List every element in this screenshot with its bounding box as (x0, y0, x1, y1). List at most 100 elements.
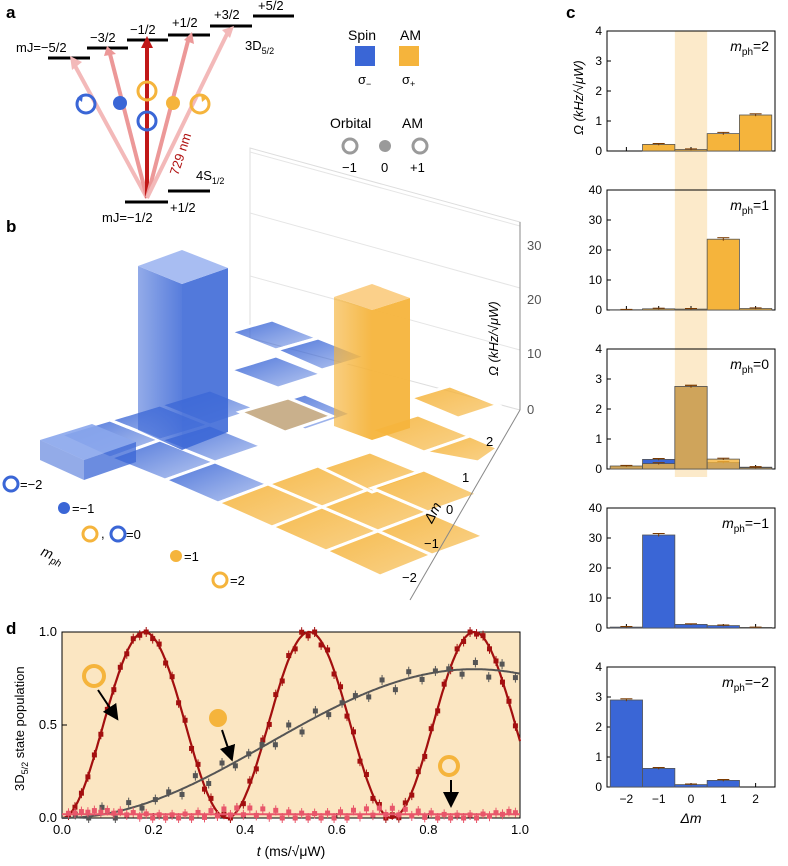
data-point (72, 804, 78, 810)
panel-label-a: a (6, 3, 16, 22)
data-point (312, 708, 318, 714)
data-point (292, 646, 298, 652)
mph-entry-zero: =0 (126, 527, 141, 542)
x-tick-label: 1.0 (511, 822, 529, 837)
data-point (402, 806, 408, 812)
data-point (454, 812, 460, 818)
title-value: =−2 (745, 674, 769, 690)
data-point (435, 708, 441, 714)
data-point (493, 658, 499, 664)
y-tick-label: 0 (595, 462, 602, 476)
transition-p3-2 (145, 31, 230, 199)
y-tick-label: 3 (595, 372, 602, 386)
data-point (441, 681, 447, 687)
data-point (325, 647, 331, 653)
back-grid-20 (249, 212, 521, 289)
data-point (227, 812, 233, 818)
mj-label-m3-2: −3/2 (90, 30, 116, 45)
y-tick-label: 20 (589, 561, 603, 575)
arrowhead-p3-2 (222, 26, 234, 38)
title-sub: ph (742, 47, 753, 58)
data-point (428, 726, 434, 732)
data-point (232, 763, 238, 769)
data-point (279, 815, 285, 821)
data-point (85, 774, 91, 780)
data-point (415, 808, 421, 814)
data-point (104, 807, 110, 813)
title-main: m (722, 674, 734, 690)
dm-tick-m1: −1 (424, 536, 439, 551)
bar (642, 143, 676, 152)
y-tick-label: 30 (589, 531, 603, 545)
mph-plus-one-icon (170, 550, 182, 562)
data-point (91, 808, 97, 814)
data-point (139, 805, 145, 811)
arrowhead-m3-2 (104, 46, 116, 56)
data-point (392, 687, 398, 693)
data-point (486, 674, 492, 680)
data-point (512, 810, 518, 816)
y-tick-label: 20 (589, 243, 603, 257)
data-point (467, 629, 473, 635)
data-point (299, 810, 305, 816)
data-point (299, 629, 305, 635)
bar-orange-tall-side (372, 298, 410, 440)
data-point (428, 810, 434, 816)
lower-mj-right: +1/2 (170, 200, 196, 215)
x-label-main: t (257, 843, 262, 859)
z-axis-label: Ω (kHz/√μW) (486, 301, 501, 376)
data-point (163, 815, 169, 821)
data-point (156, 812, 162, 818)
data-point (202, 814, 208, 820)
x-label-units: (ms/√μW) (261, 843, 326, 859)
y-tick-label: 2 (595, 84, 602, 98)
data-point (208, 808, 214, 814)
laser-wavelength: 729 nm (167, 131, 195, 177)
z-tick-0: 0 (527, 402, 534, 417)
data-point (318, 642, 324, 648)
data-point (143, 811, 149, 817)
data-point (339, 700, 345, 706)
data-point (219, 760, 225, 766)
y-tick-label: 1.0 (39, 624, 57, 639)
spin-plus-dot-icon (166, 96, 180, 110)
z-tick-10: 10 (527, 346, 541, 361)
bar (706, 458, 740, 470)
mph-minus-two-icon (2, 475, 20, 493)
data-point (130, 636, 136, 642)
series-line (62, 668, 521, 819)
bar (642, 534, 676, 629)
data-point (331, 815, 337, 821)
data-point (422, 814, 428, 820)
tile (235, 396, 337, 434)
data-point (472, 659, 478, 665)
data-point (446, 666, 452, 672)
data-point (152, 797, 158, 803)
data-point (435, 815, 441, 821)
y-label-main: 3D (12, 774, 27, 791)
mph-entry-plus-two: =2 (230, 573, 245, 588)
legend-orbital-label: Orbital (330, 115, 371, 131)
data-point (461, 815, 467, 821)
upper-state-label: 3D5/2 (245, 38, 274, 56)
x-tick-label: 0.6 (328, 822, 346, 837)
x-tick-label: 0.2 (145, 822, 163, 837)
transition-m5-2 (72, 63, 149, 199)
bar (706, 238, 740, 311)
y-tick-label: 10 (589, 591, 603, 605)
bar (609, 699, 643, 788)
data-point (124, 812, 130, 818)
orbital-am-plus-arrow-icon (201, 94, 207, 102)
title-value: =1 (753, 197, 769, 213)
legend-orbital-am-label: AM (402, 115, 423, 131)
data-point (352, 693, 358, 699)
y-tick-label: 4 (595, 660, 602, 674)
data-point (126, 800, 132, 806)
y-tick-label: 40 (589, 501, 603, 515)
data-point (474, 631, 480, 637)
data-point (234, 805, 240, 811)
data-point (208, 795, 214, 801)
data-point (344, 713, 350, 719)
pointer-arrow (219, 729, 236, 762)
